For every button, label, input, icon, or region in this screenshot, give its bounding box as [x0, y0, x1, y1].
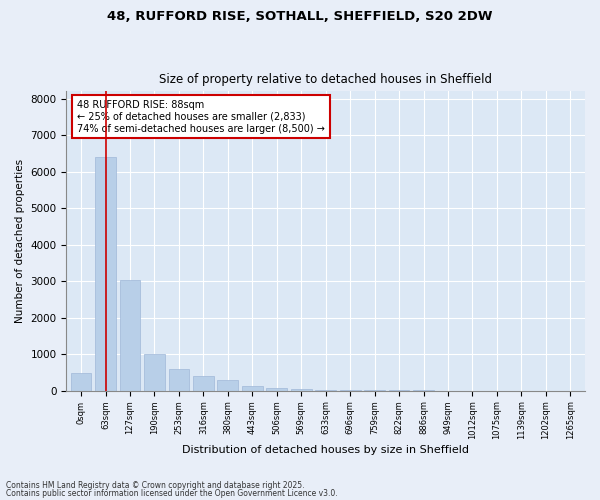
Bar	[169, 369, 190, 390]
Bar	[71, 373, 91, 390]
Bar	[119, 280, 140, 390]
Bar	[242, 386, 263, 390]
Bar	[291, 389, 311, 390]
Text: 48, RUFFORD RISE, SOTHALL, SHEFFIELD, S20 2DW: 48, RUFFORD RISE, SOTHALL, SHEFFIELD, S2…	[107, 10, 493, 23]
Text: 48 RUFFORD RISE: 88sqm
← 25% of detached houses are smaller (2,833)
74% of semi-: 48 RUFFORD RISE: 88sqm ← 25% of detached…	[77, 100, 325, 134]
Bar	[217, 380, 238, 390]
Bar	[144, 354, 165, 391]
Title: Size of property relative to detached houses in Sheffield: Size of property relative to detached ho…	[159, 73, 492, 86]
Bar	[193, 376, 214, 390]
Bar	[266, 388, 287, 390]
Bar	[95, 157, 116, 390]
X-axis label: Distribution of detached houses by size in Sheffield: Distribution of detached houses by size …	[182, 445, 469, 455]
Text: Contains HM Land Registry data © Crown copyright and database right 2025.: Contains HM Land Registry data © Crown c…	[6, 481, 305, 490]
Text: Contains public sector information licensed under the Open Government Licence v3: Contains public sector information licen…	[6, 488, 338, 498]
Y-axis label: Number of detached properties: Number of detached properties	[15, 159, 25, 323]
